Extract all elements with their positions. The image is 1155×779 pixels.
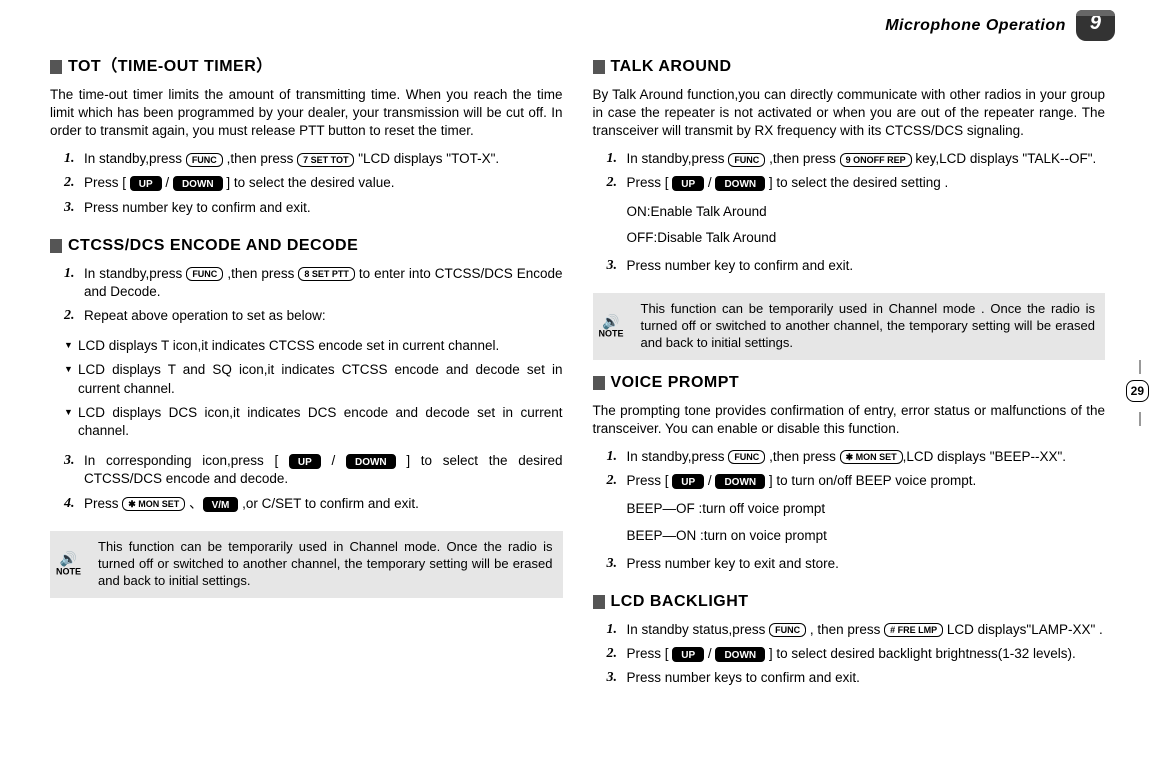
side-page-number: 29 [1126, 380, 1149, 402]
lcd-steps: 1. In standby status,press FUNC , then p… [593, 621, 1106, 694]
list-item: 1. In standby,press FUNC ,then press 8 S… [70, 265, 563, 301]
heading-bar-icon [593, 595, 605, 609]
func-key: FUNC [186, 267, 223, 281]
down-key: DOWN [173, 176, 223, 191]
heading-bar-icon [593, 60, 605, 74]
note-icon: 🔊NOTE [56, 552, 81, 577]
side-bracket-bottom [1139, 412, 1141, 426]
talk-on: ON:Enable Talk Around [593, 203, 1106, 221]
section-heading-tot: TOT（TIME-OUT TIMER） [50, 56, 563, 78]
section-heading-lcd: LCD BACKLIGHT [593, 591, 1106, 613]
left-column: TOT（TIME-OUT TIMER） The time-out timer l… [50, 50, 563, 759]
heading-title: TALK AROUND [611, 56, 732, 78]
talk-off: OFF:Disable Talk Around [593, 229, 1106, 247]
list-item: 1. In standby status,press FUNC , then p… [613, 621, 1106, 639]
list-item: 2.Repeat above operation to set as below… [70, 307, 563, 325]
section-heading-talk: TALK AROUND [593, 56, 1106, 78]
list-item: 2. Press [ UP / DOWN ] to select the des… [613, 174, 1106, 192]
tot-steps: 1. In standby,press FUNC ,then press 7 S… [50, 150, 563, 223]
list-item: 4. Press ✱ MON SET 、V/M ,or C/SET to con… [70, 495, 563, 513]
list-item: 1. In standby,press FUNC ,then press 7 S… [70, 150, 563, 168]
list-item: 3.Press number keys to confirm and exit. [613, 669, 1106, 687]
heading-title: VOICE PROMPT [611, 372, 740, 394]
heading-bar-icon [593, 376, 605, 390]
note-box-ctcss: 🔊NOTE This function can be temporarily u… [50, 531, 563, 598]
header-title: Microphone Operation [885, 17, 1066, 35]
voice-steps: 1. In standby,press FUNC ,then press ✱ M… [593, 448, 1106, 496]
star-key: ✱ MON SET [122, 497, 185, 511]
note-text: This function can be temporarily used in… [641, 301, 1096, 350]
heading-bar-icon [50, 239, 62, 253]
list-item: LCD displays T icon,it indicates CTCSS e… [64, 337, 563, 355]
ctcss-steps-cont: 3. In corresponding icon,press [ UP / DO… [50, 452, 563, 519]
list-item: 3.Press number key to confirm and exit. [70, 199, 563, 217]
heading-title: CTCSS/DCS ENCODE AND DECODE [68, 235, 358, 257]
list-item: 1. In standby,press FUNC ,then press 9 O… [613, 150, 1106, 168]
down-key: DOWN [715, 647, 765, 662]
note-text: This function can be temporarily used in… [98, 539, 553, 588]
down-key: DOWN [715, 474, 765, 489]
list-item: 3.Press number key to confirm and exit. [613, 257, 1106, 275]
list-item: 3.Press number key to exit and store. [613, 555, 1106, 573]
page-header: Microphone Operation 9 [885, 10, 1115, 41]
talk-intro: By Talk Around function,you can directly… [593, 86, 1106, 141]
list-item: 2. Press [ UP / DOWN ] to turn on/off BE… [613, 472, 1106, 490]
heading-title: TOT（TIME-OUT TIMER） [68, 56, 273, 78]
voice-steps-cont: 3.Press number key to exit and store. [593, 555, 1106, 579]
ctcss-steps: 1. In standby,press FUNC ,then press 8 S… [50, 265, 563, 332]
tot-intro: The time-out timer limits the amount of … [50, 86, 563, 141]
hash-key: # FRE LMP [884, 623, 943, 637]
func-key: FUNC [186, 153, 223, 167]
page-content: TOT（TIME-OUT TIMER） The time-out timer l… [50, 50, 1105, 759]
side-bracket-top [1139, 360, 1141, 374]
note-box-talk: 🔊NOTE This function can be temporarily u… [593, 293, 1106, 360]
key-9: 9 ONOFF REP [840, 153, 912, 167]
right-column: TALK AROUND By Talk Around function,you … [593, 50, 1106, 759]
note-icon: 🔊NOTE [599, 314, 624, 339]
talk-steps-cont: 3.Press number key to confirm and exit. [593, 257, 1106, 281]
key-8: 8 SET PTT [298, 267, 355, 281]
voice-intro: The prompting tone provides confirmation… [593, 402, 1106, 438]
voice-off: BEEP—OF :turn off voice prompt [593, 500, 1106, 518]
heading-bar-icon [50, 60, 62, 74]
section-heading-voice: VOICE PROMPT [593, 372, 1106, 394]
list-item: LCD displays DCS icon,it indicates DCS e… [64, 404, 563, 440]
ctcss-sublist: LCD displays T icon,it indicates CTCSS e… [50, 337, 563, 446]
func-key: FUNC [728, 450, 765, 464]
func-key: FUNC [728, 153, 765, 167]
list-item: 2. Press [ UP / DOWN ] to select the des… [70, 174, 563, 192]
heading-title: LCD BACKLIGHT [611, 591, 749, 613]
list-item: 2. Press [ UP / DOWN ] to select desired… [613, 645, 1106, 663]
up-key: UP [289, 454, 321, 469]
chapter-number-tab: 9 [1076, 10, 1115, 41]
down-key: DOWN [346, 454, 396, 469]
list-item: LCD displays T and SQ icon,it indicates … [64, 361, 563, 397]
star-key: ✱ MON SET [840, 450, 903, 464]
up-key: UP [672, 474, 704, 489]
talk-steps: 1. In standby,press FUNC ,then press 9 O… [593, 150, 1106, 198]
up-key: UP [672, 176, 704, 191]
up-key: UP [672, 647, 704, 662]
func-key: FUNC [769, 623, 806, 637]
up-key: UP [130, 176, 162, 191]
vm-key: V/M [203, 497, 239, 512]
list-item: 1. In standby,press FUNC ,then press ✱ M… [613, 448, 1106, 466]
section-heading-ctcss: CTCSS/DCS ENCODE AND DECODE [50, 235, 563, 257]
down-key: DOWN [715, 176, 765, 191]
voice-on: BEEP—ON :turn on voice prompt [593, 527, 1106, 545]
key-7: 7 SET TOT [297, 153, 354, 167]
list-item: 3. In corresponding icon,press [ UP / DO… [70, 452, 563, 488]
